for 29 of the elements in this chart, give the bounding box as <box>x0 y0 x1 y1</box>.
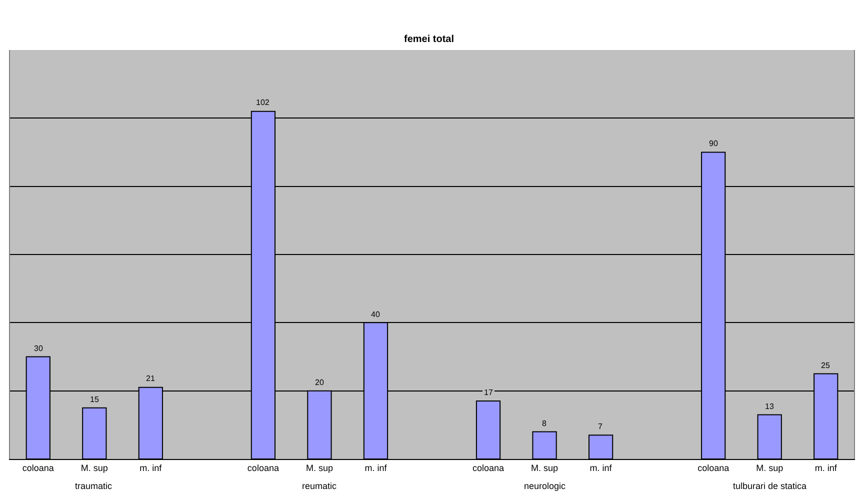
x-tick-label: coloana <box>247 462 279 473</box>
x-tick-label: m. inf <box>814 462 838 473</box>
data-label: 40 <box>371 310 380 319</box>
data-label: 15 <box>90 395 100 404</box>
x-tick-label: m. inf <box>590 462 612 473</box>
data-label: 25 <box>821 361 830 370</box>
x-tick-label: M. sup <box>80 462 108 473</box>
x-tick-label: M. sup <box>531 462 558 473</box>
data-label: 30 <box>34 344 44 353</box>
text: neurologic <box>524 481 566 491</box>
chart-title: femei total <box>404 34 454 45</box>
x-tick-label: M. sup <box>306 462 333 473</box>
text: traumatic <box>75 481 113 491</box>
data-label: 21 <box>146 374 156 383</box>
data-label: 20 <box>315 378 324 387</box>
x-tick-label: coloana <box>22 462 54 473</box>
x-tick-label: m. inf <box>140 462 162 473</box>
text: reumatic <box>302 481 338 491</box>
data-label: 13 <box>765 402 774 411</box>
x-tick-label: m. inf <box>364 462 388 473</box>
data-label: 7 <box>598 422 603 431</box>
text: tulburari de statica <box>733 481 807 491</box>
data-label: 90 <box>709 139 718 148</box>
x-tick-label: M. sup <box>756 462 784 473</box>
data-label: 17 <box>484 388 494 397</box>
x-tick-label: coloana <box>698 462 730 473</box>
data-label: 102 <box>256 98 270 107</box>
data-label: 8 <box>542 419 547 428</box>
x-tick-label: coloana <box>472 462 504 473</box>
